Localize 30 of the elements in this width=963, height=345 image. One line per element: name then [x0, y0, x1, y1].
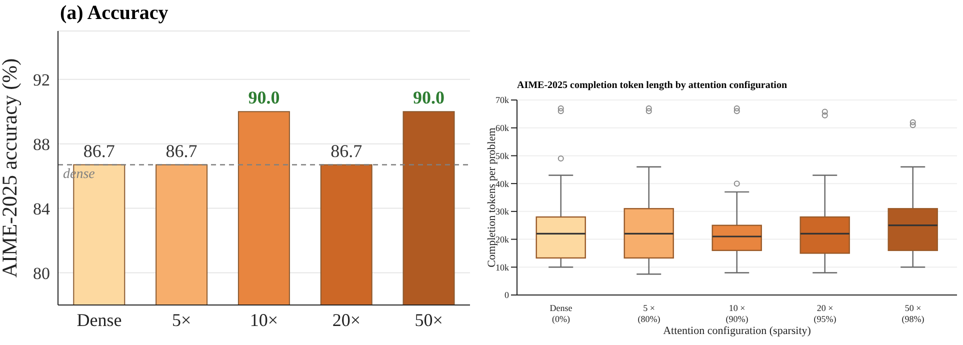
x-axis-title: Attention configuration (sparsity)	[663, 325, 812, 337]
data-label: 86.7	[83, 140, 115, 161]
y-tick-label: 60k	[496, 123, 510, 134]
y-tick-label: 88	[33, 134, 50, 154]
x-tick-label: 50×	[414, 310, 443, 330]
data-label: 86.7	[166, 140, 198, 161]
x-tick-label: 20×	[332, 310, 360, 330]
y-tick-label: 20k	[496, 234, 510, 244]
x-tick-label: 20 × (95%)	[814, 303, 836, 324]
y-tick-label: 92	[33, 70, 50, 90]
y-tick-label: 50k	[496, 150, 510, 161]
x-tick-label: Dense (0%)	[550, 303, 572, 324]
y-tick-label: 80	[33, 264, 50, 283]
y-tick-label: 84	[33, 199, 50, 218]
y-tick-label: 70k	[496, 95, 510, 106]
chart-title: (a) Accuracy	[60, 2, 168, 25]
data-label: 86.7	[330, 140, 362, 161]
chart-title: AIME-2025 completion token length by attention configuration	[517, 80, 787, 91]
x-tick-label: 5 × (80%)	[638, 303, 660, 324]
x-tick-label: 50 × (98%)	[902, 303, 924, 324]
y-tick-label: 0	[504, 290, 510, 300]
x-tick-label: 10 × (90%)	[726, 303, 748, 324]
data-label: 90.0	[248, 88, 280, 108]
x-tick-label: 5×	[172, 310, 192, 330]
x-tick-label: 10×	[250, 310, 278, 330]
y-tick-label: 10k	[496, 262, 510, 272]
x-tick-label: Dense	[76, 310, 122, 330]
y-tick-label: 30k	[496, 206, 510, 217]
data-label: 90.0	[413, 88, 445, 108]
y-axis-title: AIME-2025 accuracy (%)	[0, 58, 22, 278]
